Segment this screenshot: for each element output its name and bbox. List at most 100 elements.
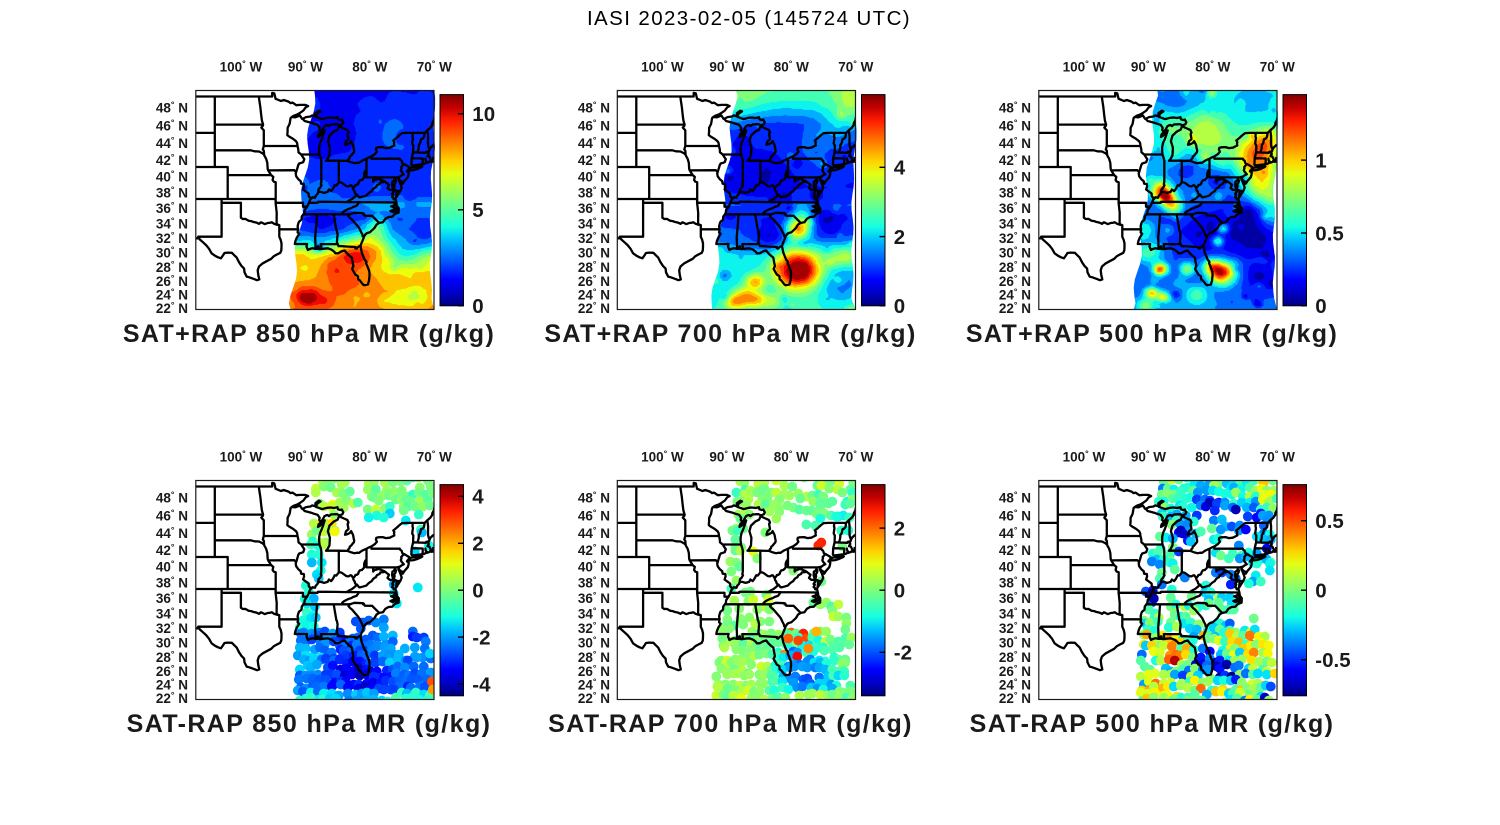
svg-text:38° N: 38° N — [578, 575, 610, 591]
svg-text:44° N: 44° N — [578, 135, 610, 151]
svg-text:32° N: 32° N — [578, 230, 610, 246]
svg-text:46° N: 46° N — [578, 118, 610, 134]
svg-text:26° N: 26° N — [156, 273, 188, 289]
svg-text:30° N: 30° N — [999, 245, 1031, 261]
svg-text:38° N: 38° N — [999, 575, 1031, 591]
svg-text:30° N: 30° N — [156, 245, 188, 261]
svg-text:36° N: 36° N — [156, 590, 188, 606]
svg-text:70° W: 70° W — [417, 449, 452, 465]
svg-text:-2: -2 — [472, 626, 490, 649]
svg-text:40° N: 40° N — [578, 559, 610, 575]
svg-text:22° N: 22° N — [578, 690, 610, 706]
svg-text:SAT+RAP 700 hPa MR (g/kg): SAT+RAP 700 hPa MR (g/kg) — [544, 320, 916, 348]
svg-text:SAT+RAP 500 hPa MR (g/kg): SAT+RAP 500 hPa MR (g/kg) — [966, 320, 1338, 348]
svg-text:46° N: 46° N — [578, 508, 610, 524]
svg-text:1: 1 — [1315, 149, 1326, 172]
svg-text:42° N: 42° N — [578, 542, 610, 558]
svg-text:90° W: 90° W — [709, 59, 744, 75]
svg-text:30° N: 30° N — [578, 635, 610, 651]
svg-text:34° N: 34° N — [156, 605, 188, 621]
svg-text:80° W: 80° W — [352, 449, 387, 465]
svg-text:22° N: 22° N — [999, 300, 1031, 316]
svg-text:26° N: 26° N — [156, 663, 188, 679]
svg-text:26° N: 26° N — [578, 273, 610, 289]
svg-text:-4: -4 — [472, 673, 491, 696]
svg-text:0: 0 — [894, 580, 905, 603]
svg-text:40° N: 40° N — [156, 559, 188, 575]
svg-text:38° N: 38° N — [156, 575, 188, 591]
svg-text:80° W: 80° W — [774, 449, 809, 465]
svg-text:70° W: 70° W — [838, 59, 873, 75]
svg-text:32° N: 32° N — [156, 620, 188, 636]
svg-text:28° N: 28° N — [578, 259, 610, 275]
svg-text:32° N: 32° N — [578, 620, 610, 636]
svg-text:-0.5: -0.5 — [1315, 649, 1350, 672]
svg-text:100° W: 100° W — [1063, 59, 1106, 75]
svg-text:40° N: 40° N — [578, 169, 610, 185]
svg-text:44° N: 44° N — [156, 135, 188, 151]
svg-text:42° N: 42° N — [999, 152, 1031, 168]
svg-text:28° N: 28° N — [578, 649, 610, 665]
svg-text:0: 0 — [472, 295, 483, 318]
svg-text:80° W: 80° W — [352, 59, 387, 75]
svg-text:24° N: 24° N — [578, 287, 610, 303]
svg-text:28° N: 28° N — [156, 649, 188, 665]
svg-text:80° W: 80° W — [1195, 59, 1230, 75]
svg-text:2: 2 — [472, 533, 483, 556]
svg-text:44° N: 44° N — [999, 525, 1031, 541]
svg-text:44° N: 44° N — [999, 135, 1031, 151]
svg-text:40° N: 40° N — [156, 169, 188, 185]
svg-text:26° N: 26° N — [578, 663, 610, 679]
svg-text:24° N: 24° N — [999, 677, 1031, 693]
svg-text:28° N: 28° N — [999, 649, 1031, 665]
svg-text:48° N: 48° N — [156, 99, 188, 115]
svg-text:34° N: 34° N — [999, 215, 1031, 231]
svg-text:SAT-RAP 500 hPa MR (g/kg): SAT-RAP 500 hPa MR (g/kg) — [970, 710, 1335, 738]
svg-text:34° N: 34° N — [156, 215, 188, 231]
svg-text:0: 0 — [894, 295, 905, 318]
svg-text:70° W: 70° W — [838, 449, 873, 465]
svg-text:38° N: 38° N — [156, 185, 188, 201]
svg-text:SAT+RAP 850 hPa MR (g/kg): SAT+RAP 850 hPa MR (g/kg) — [123, 320, 495, 348]
svg-text:0.5: 0.5 — [1315, 222, 1344, 245]
svg-text:44° N: 44° N — [156, 525, 188, 541]
svg-text:36° N: 36° N — [999, 200, 1031, 216]
svg-text:30° N: 30° N — [999, 635, 1031, 651]
svg-text:26° N: 26° N — [999, 273, 1031, 289]
svg-text:70° W: 70° W — [417, 59, 452, 75]
svg-text:32° N: 32° N — [999, 620, 1031, 636]
svg-text:46° N: 46° N — [156, 118, 188, 134]
svg-text:2: 2 — [894, 226, 905, 249]
svg-text:4: 4 — [472, 486, 484, 509]
svg-text:90° W: 90° W — [1131, 59, 1166, 75]
svg-text:0: 0 — [1315, 295, 1326, 318]
svg-text:100° W: 100° W — [1063, 449, 1106, 465]
svg-text:40° N: 40° N — [999, 169, 1031, 185]
svg-text:24° N: 24° N — [156, 677, 188, 693]
svg-text:70° W: 70° W — [1260, 449, 1295, 465]
svg-text:70° W: 70° W — [1260, 59, 1295, 75]
svg-text:24° N: 24° N — [999, 287, 1031, 303]
svg-text:34° N: 34° N — [999, 605, 1031, 621]
svg-text:24° N: 24° N — [156, 287, 188, 303]
svg-text:40° N: 40° N — [999, 559, 1031, 575]
svg-text:100° W: 100° W — [220, 59, 263, 75]
svg-text:28° N: 28° N — [999, 259, 1031, 275]
svg-text:100° W: 100° W — [641, 449, 684, 465]
svg-text:4: 4 — [894, 157, 906, 180]
svg-text:48° N: 48° N — [999, 99, 1031, 115]
svg-text:30° N: 30° N — [156, 635, 188, 651]
svg-text:5: 5 — [472, 199, 483, 222]
svg-text:44° N: 44° N — [578, 525, 610, 541]
svg-text:34° N: 34° N — [578, 605, 610, 621]
svg-text:24° N: 24° N — [578, 677, 610, 693]
svg-text:28° N: 28° N — [156, 259, 188, 275]
svg-text:10: 10 — [472, 103, 495, 126]
svg-text:34° N: 34° N — [578, 215, 610, 231]
svg-text:0: 0 — [1315, 580, 1326, 603]
svg-text:48° N: 48° N — [578, 489, 610, 505]
svg-text:30° N: 30° N — [578, 245, 610, 261]
svg-text:42° N: 42° N — [999, 542, 1031, 558]
svg-text:36° N: 36° N — [578, 590, 610, 606]
svg-text:80° W: 80° W — [1195, 449, 1230, 465]
